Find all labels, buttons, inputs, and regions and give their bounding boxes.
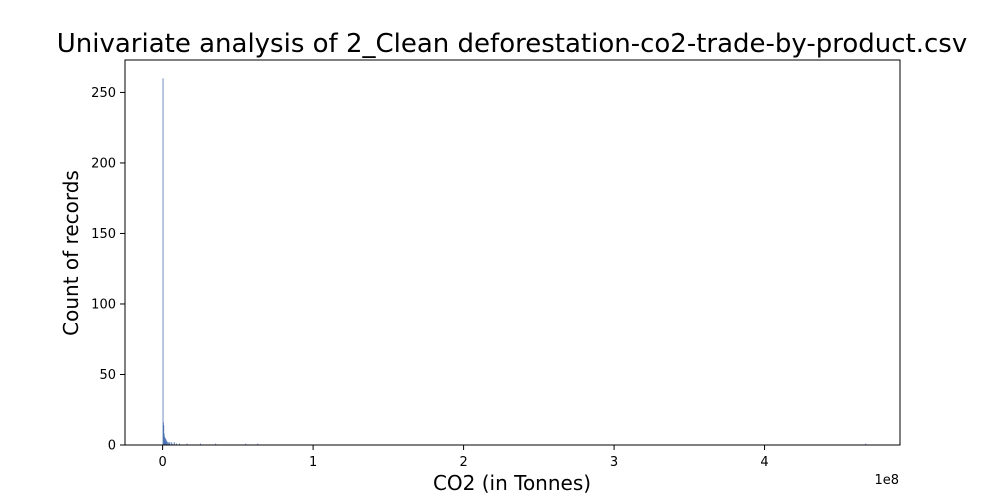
histogram-bar (176, 443, 177, 445)
y-tick-label: 250 (91, 86, 116, 101)
plot-frame (124, 59, 901, 446)
y-tick-label: 200 (91, 156, 116, 171)
histogram-bar (166, 440, 168, 445)
histogram-bar (169, 442, 171, 445)
histogram-bar (170, 442, 172, 445)
x-tick-label: 2 (459, 455, 467, 470)
y-axis-ticks: 0 50 100 150 200 250 (91, 86, 125, 454)
y-axis-label: Count of records (59, 170, 83, 336)
x-axis-label: CO2 (in Tonnes) (433, 471, 591, 495)
histogram-bar (245, 443, 247, 445)
histogram-bar (200, 443, 202, 445)
x-tick-label: 0 (158, 455, 166, 470)
y-tick-label: 0 (108, 439, 116, 454)
histogram-bar (167, 442, 169, 445)
histogram-bar (865, 443, 867, 445)
histogram-bar (173, 442, 175, 445)
plot-area (125, 60, 900, 445)
chart-title: Univariate analysis of 2_Clean deforesta… (57, 29, 967, 59)
x-axis-offset-label: 1e8 (874, 473, 899, 488)
x-tick-label: 1 (309, 455, 317, 470)
x-axis-ticks: 0 1 2 3 4 (158, 445, 769, 470)
histogram-bar (172, 443, 174, 445)
histogram-bar (165, 439, 167, 445)
histogram-bar (168, 443, 170, 445)
histogram-bar (257, 443, 259, 445)
histogram-bar (186, 443, 188, 445)
histogram-bar (167, 442, 168, 445)
y-tick-label: 50 (99, 368, 116, 383)
histogram-bar (215, 443, 217, 445)
y-tick-label: 100 (91, 297, 116, 312)
y-tick-label: 150 (91, 227, 116, 242)
histogram-bar (179, 443, 180, 445)
histogram-bars (162, 78, 867, 445)
histogram-bar (162, 78, 164, 445)
x-tick-label: 3 (610, 455, 618, 470)
x-tick-label: 4 (760, 455, 768, 470)
